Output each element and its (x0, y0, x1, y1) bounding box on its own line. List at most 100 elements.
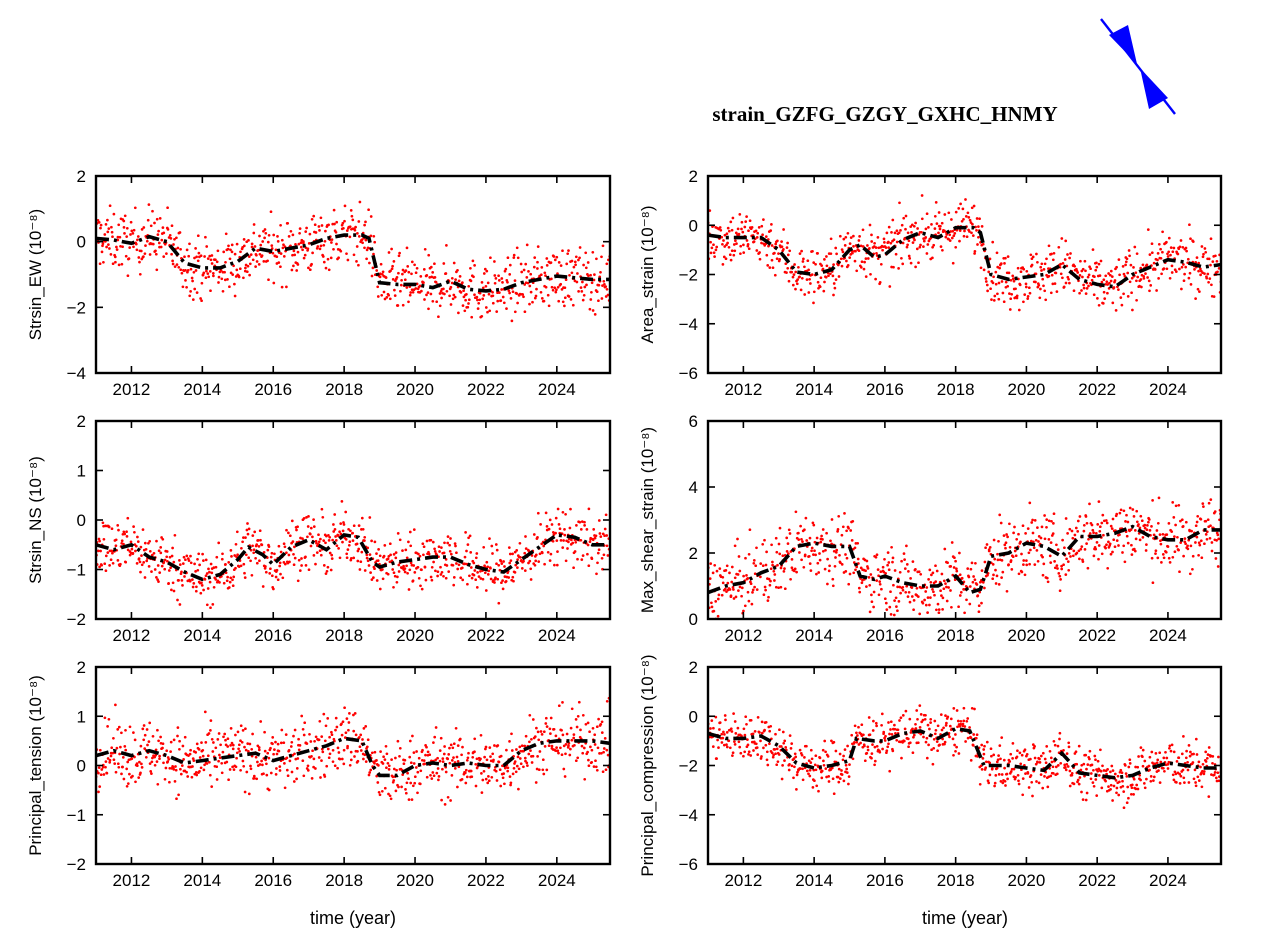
data-point (948, 239, 952, 242)
data-point (883, 597, 887, 601)
data-point (1079, 259, 1082, 263)
data-point (171, 546, 174, 550)
data-point (126, 548, 130, 552)
data-point (377, 548, 380, 551)
data-point (1216, 533, 1220, 537)
data-point (827, 274, 830, 278)
panel-bottom-right: 2012 2014 2016 2018 2020 2022 2024−6−4−202Prin… (638, 654, 1223, 890)
data-point (719, 228, 723, 232)
data-point (205, 572, 209, 575)
data-point (247, 255, 251, 258)
data-point (1190, 529, 1193, 533)
data-point (833, 564, 837, 568)
data-point (742, 727, 746, 731)
data-point (185, 285, 188, 289)
data-point (98, 748, 102, 752)
data-point (570, 271, 574, 275)
data-point (348, 712, 351, 715)
data-point (726, 581, 730, 585)
data-point (530, 737, 533, 741)
data-point (244, 536, 247, 539)
data-point (126, 274, 130, 278)
data-point (396, 304, 400, 307)
data-point (775, 763, 779, 767)
data-point (370, 578, 374, 581)
data-point (233, 554, 237, 557)
data-point (409, 291, 413, 294)
data-point (404, 788, 407, 791)
data-point (313, 739, 316, 743)
data-point (201, 552, 204, 556)
data-point (449, 743, 453, 747)
data-point (415, 266, 419, 270)
data-point (755, 236, 759, 239)
data-point (729, 594, 733, 598)
data-point (277, 544, 281, 548)
data-point (901, 588, 905, 592)
data-point (1051, 282, 1055, 286)
data-point (974, 561, 977, 565)
data-point (444, 576, 448, 580)
data-point (1161, 230, 1164, 234)
data-point (489, 755, 492, 758)
data-point (336, 766, 339, 770)
data-point (709, 240, 712, 244)
data-point (253, 245, 257, 248)
data-point (491, 301, 495, 305)
data-point (487, 292, 491, 296)
data-point (203, 578, 207, 581)
data-point (971, 580, 975, 584)
data-point (430, 777, 434, 780)
data-point (1137, 523, 1140, 526)
data-point (1124, 260, 1128, 264)
data-point (775, 550, 779, 554)
data-point (813, 540, 817, 544)
data-point (242, 244, 246, 248)
data-point (759, 739, 762, 743)
data-point (894, 596, 898, 600)
data-point (122, 542, 125, 546)
data-point (950, 236, 954, 240)
data-point (730, 730, 734, 733)
data-point (579, 286, 583, 289)
data-point (170, 588, 173, 592)
data-point (804, 516, 808, 520)
data-point (535, 287, 538, 291)
data-point (872, 605, 875, 609)
data-point (264, 570, 268, 574)
data-point (175, 797, 178, 801)
data-point (1034, 538, 1038, 542)
data-point (1135, 509, 1139, 513)
data-point (851, 757, 855, 761)
data-point (346, 744, 349, 748)
data-point (154, 748, 158, 752)
data-point (1165, 533, 1169, 536)
data-point (998, 744, 1002, 747)
data-point (365, 556, 369, 560)
data-point (604, 768, 608, 772)
data-point (590, 557, 594, 561)
data-point (174, 768, 178, 772)
data-point (605, 699, 609, 703)
x-tick-label: 2022 (1078, 626, 1116, 645)
data-point (155, 760, 159, 763)
data-point (368, 771, 372, 774)
data-point (1059, 262, 1062, 266)
data-point (890, 733, 894, 736)
data-point (1207, 501, 1211, 505)
data-point (743, 733, 747, 737)
data-point (194, 269, 198, 272)
data-point (480, 791, 484, 794)
data-point (100, 563, 104, 567)
data-point (1003, 766, 1006, 770)
data-point (405, 246, 409, 250)
data-point (246, 264, 250, 268)
data-point (745, 215, 748, 218)
data-point (397, 570, 401, 573)
data-point (209, 719, 213, 722)
data-point (1028, 501, 1032, 505)
data-point (186, 268, 190, 272)
data-point (765, 253, 769, 257)
data-point (433, 276, 437, 279)
data-point (247, 239, 250, 242)
